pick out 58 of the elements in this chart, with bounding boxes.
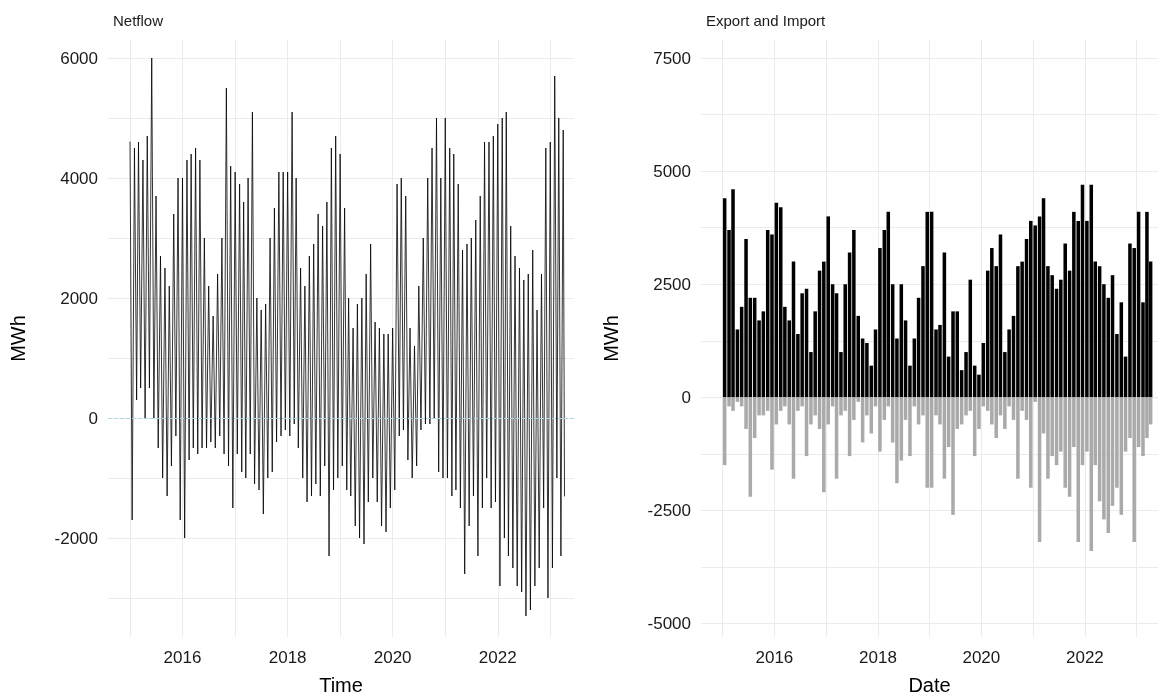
x-axis-title: Date [907, 674, 951, 696]
bar [1144, 211, 1149, 398]
bar [894, 397, 899, 484]
bar [989, 248, 994, 398]
bar [778, 207, 783, 398]
x-tick-label: 2018 [858, 648, 897, 667]
bar [1028, 397, 1033, 488]
bar [743, 239, 748, 398]
x-axis-title: Time [319, 674, 363, 696]
bar [821, 397, 826, 493]
x-tick-label: 2018 [268, 648, 307, 667]
bar [924, 397, 929, 488]
y-tick-label: 5000 [652, 161, 691, 181]
bar [1015, 397, 1020, 479]
bar [799, 293, 804, 398]
y-tick-label: 0 [681, 387, 691, 407]
x-tick-label: 2016 [163, 648, 202, 667]
bar [1045, 397, 1050, 479]
x-tick-label: 2022 [1065, 648, 1104, 667]
bar [1062, 243, 1067, 398]
line-series [129, 57, 565, 617]
bar [907, 397, 912, 457]
bar [877, 397, 882, 452]
y-axis-title: MWh [599, 315, 622, 362]
x-tick-label: 2020 [373, 648, 412, 667]
bar [1140, 397, 1145, 457]
y-tick-label: 2000 [60, 288, 98, 308]
y-tick-label: -5000 [647, 613, 691, 633]
y-tick-label: 2500 [652, 274, 691, 294]
bar [993, 397, 998, 438]
bar [1071, 211, 1076, 398]
y-tick-label: -2500 [647, 500, 691, 520]
bar [864, 343, 869, 398]
bar [825, 216, 830, 398]
x-tick-label: 2020 [961, 648, 1000, 667]
bar [1015, 266, 1020, 398]
x-tick-label: 2022 [478, 648, 517, 667]
chart-title: Netflow [113, 12, 164, 29]
y-tick-label: 6000 [60, 48, 98, 68]
bar [769, 397, 774, 470]
chart-title: Export and Import [705, 12, 826, 29]
bar [1127, 243, 1132, 398]
bar [1131, 397, 1136, 543]
y-axis-title: MWh [7, 315, 29, 362]
y-tick-label: 0 [88, 408, 98, 428]
bar [1075, 397, 1080, 543]
bar [950, 311, 955, 398]
y-tick-label: -2000 [54, 528, 98, 548]
x-tick-label: 2016 [754, 648, 793, 667]
bar [950, 397, 955, 515]
y-tick-label: 4000 [60, 168, 98, 188]
bar [1002, 397, 1007, 429]
bar [1028, 220, 1033, 398]
bar [730, 397, 735, 411]
bar [851, 229, 856, 398]
y-tick-label: 7500 [652, 48, 691, 68]
bar [924, 211, 929, 398]
bar [730, 189, 735, 398]
